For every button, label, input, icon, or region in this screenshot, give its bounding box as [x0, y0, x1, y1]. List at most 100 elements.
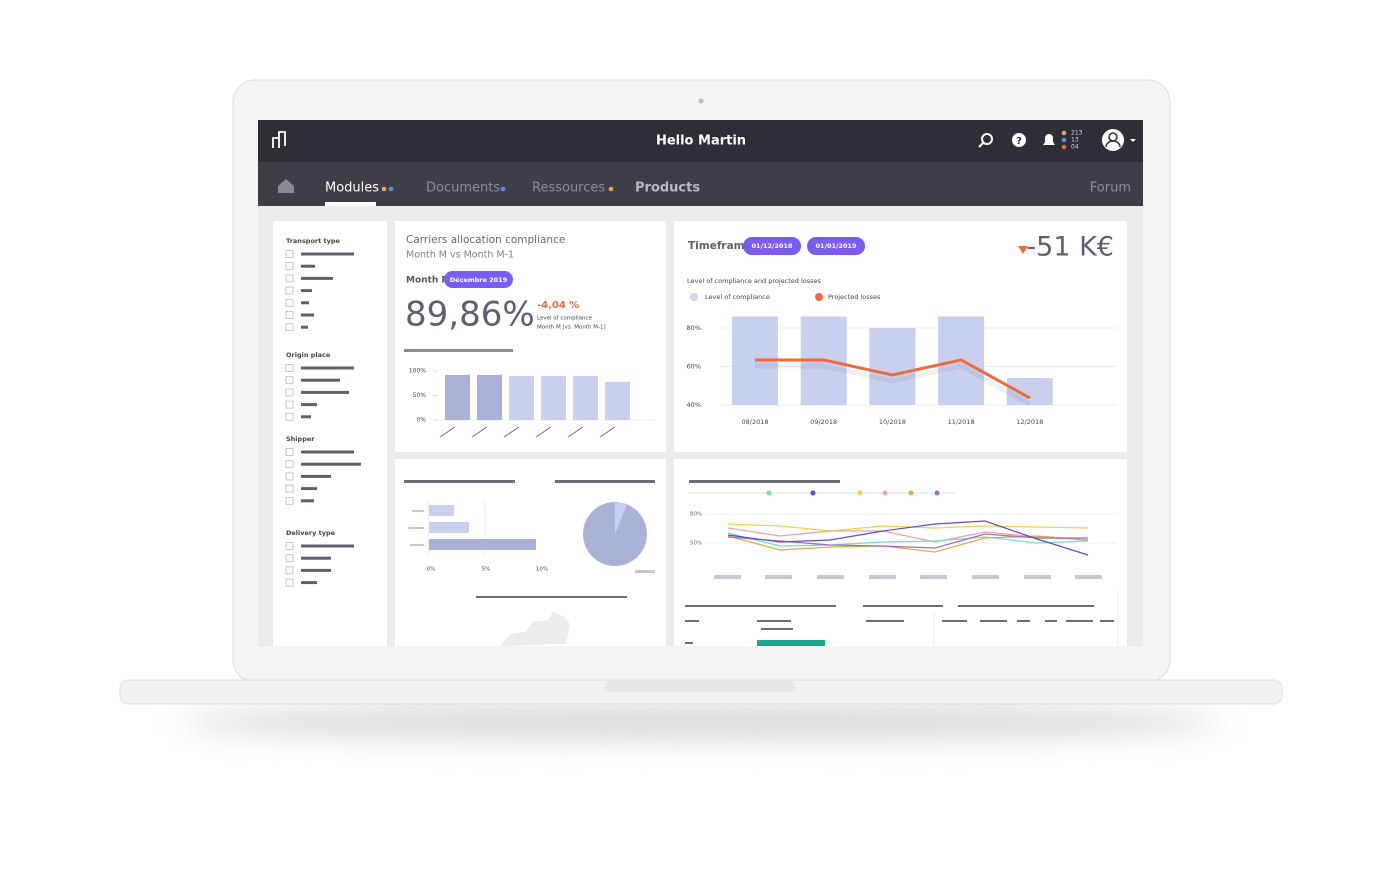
checkbox[interactable]	[285, 323, 294, 332]
notification-count: 04	[1071, 144, 1079, 151]
checkbox[interactable]	[285, 472, 294, 481]
checkbox[interactable]	[285, 484, 294, 493]
checkbox[interactable]	[285, 460, 294, 469]
y-tick-label: 40%	[687, 401, 701, 409]
filter-title: Origin place	[286, 351, 331, 359]
dot	[608, 186, 614, 192]
placeholder	[404, 480, 655, 646]
bar	[1006, 378, 1053, 405]
placeholder	[685, 480, 1119, 646]
checkbox[interactable]	[285, 364, 294, 372]
date: 01/01/2019	[816, 242, 857, 250]
legend-swatch	[815, 293, 823, 301]
avatar[interactable]	[1102, 129, 1136, 151]
checkbox[interactable]	[285, 311, 294, 319]
placeholder	[471, 426, 488, 438]
timeframe-label: Timeframe	[688, 240, 752, 252]
bar	[445, 374, 470, 420]
checkbox[interactable]	[285, 554, 294, 563]
y-tick-label: 80%	[687, 324, 701, 332]
losses-chart: 80% 60% 40% Level of compliance Projected lo…	[687, 293, 1117, 426]
placeholder	[301, 568, 331, 572]
notch	[605, 680, 795, 692]
losses-total: -51 K€	[1026, 232, 1114, 263]
x-tick-label: 08/2018	[741, 418, 768, 426]
date: 01/12/2018	[752, 242, 793, 250]
placeholder	[301, 499, 314, 503]
down-arrow	[1018, 246, 1028, 254]
checkbox[interactable]	[285, 542, 294, 550]
nav-item[interactable]: Modules	[325, 181, 379, 196]
checkbox[interactable]	[285, 298, 294, 307]
shadow-line	[755, 363, 1032, 407]
filter-title: Delivery type	[286, 529, 336, 537]
placeholder	[301, 462, 361, 466]
y-tick-label: 60%	[687, 363, 701, 371]
checkbox[interactable]	[285, 496, 294, 505]
delta-label: Level of compliance	[537, 316, 592, 322]
checkbox[interactable]	[285, 578, 294, 587]
dot	[1061, 130, 1067, 136]
placeholder	[301, 415, 311, 419]
help-icon[interactable]: ?	[1012, 133, 1026, 147]
bar	[477, 374, 502, 420]
date-badge[interactable]	[807, 237, 865, 255]
y-tick-label: 0%	[416, 417, 426, 424]
nav-item[interactable]: Documents	[426, 181, 500, 196]
notification-count: 13	[1071, 137, 1079, 144]
x-tick-label: 09/2018	[810, 418, 837, 426]
placeholder	[599, 426, 616, 438]
checkbox[interactable]	[285, 400, 294, 409]
search-icon[interactable]	[978, 133, 993, 148]
checkbox[interactable]	[285, 286, 294, 295]
logo[interactable]	[272, 131, 286, 148]
legend-swatch	[690, 293, 698, 301]
nav-bar	[258, 162, 1143, 206]
placeholder	[301, 403, 317, 407]
nav-item[interactable]: Ressources	[532, 181, 605, 196]
placeholder	[301, 390, 349, 394]
placeholder	[301, 313, 314, 317]
bar	[869, 328, 916, 405]
delta: -4,04 %	[537, 300, 579, 311]
filters: Transport type Origin place Shipper Deliver…	[285, 237, 361, 587]
top-bar	[258, 120, 1143, 162]
compliance-value: 89,86%	[405, 295, 535, 335]
dot	[1061, 144, 1067, 150]
checkbox[interactable]	[285, 448, 294, 456]
nav-active	[325, 202, 376, 206]
placeholder	[301, 366, 354, 370]
home-icon[interactable]	[278, 179, 294, 193]
y-tick-label: 100%	[409, 368, 426, 375]
checkbox[interactable]	[285, 388, 294, 397]
camera	[698, 98, 704, 104]
placeholder	[301, 289, 312, 293]
placeholder	[301, 544, 354, 548]
nav-item[interactable]: Forum	[1090, 181, 1131, 196]
dot	[500, 186, 506, 192]
date-badge[interactable]	[743, 237, 801, 255]
bar	[573, 375, 598, 420]
checkbox[interactable]	[285, 250, 294, 258]
checkbox[interactable]	[285, 412, 294, 421]
placeholder	[567, 426, 584, 438]
checkbox[interactable]	[285, 262, 294, 271]
axis-label: 80%	[690, 512, 702, 518]
filter-title: Transport type	[286, 237, 340, 245]
compliance-chart: 100% 50% 0%	[409, 368, 655, 438]
placeholder	[301, 581, 317, 585]
checkbox[interactable]	[285, 376, 294, 385]
placeholder	[301, 378, 340, 382]
period-badge[interactable]	[444, 271, 513, 288]
checkbox[interactable]	[285, 566, 294, 575]
placeholder	[301, 252, 354, 256]
bar	[541, 375, 566, 420]
nav-item[interactable]: Products	[635, 181, 700, 196]
shadow	[181, 704, 1221, 740]
card	[674, 459, 1127, 646]
chart-title: Level of compliance and projected losses	[687, 277, 822, 285]
checkbox[interactable]	[285, 274, 294, 283]
bell-icon[interactable]	[1043, 134, 1055, 145]
x-tick-label: 12/2018	[1016, 418, 1043, 426]
